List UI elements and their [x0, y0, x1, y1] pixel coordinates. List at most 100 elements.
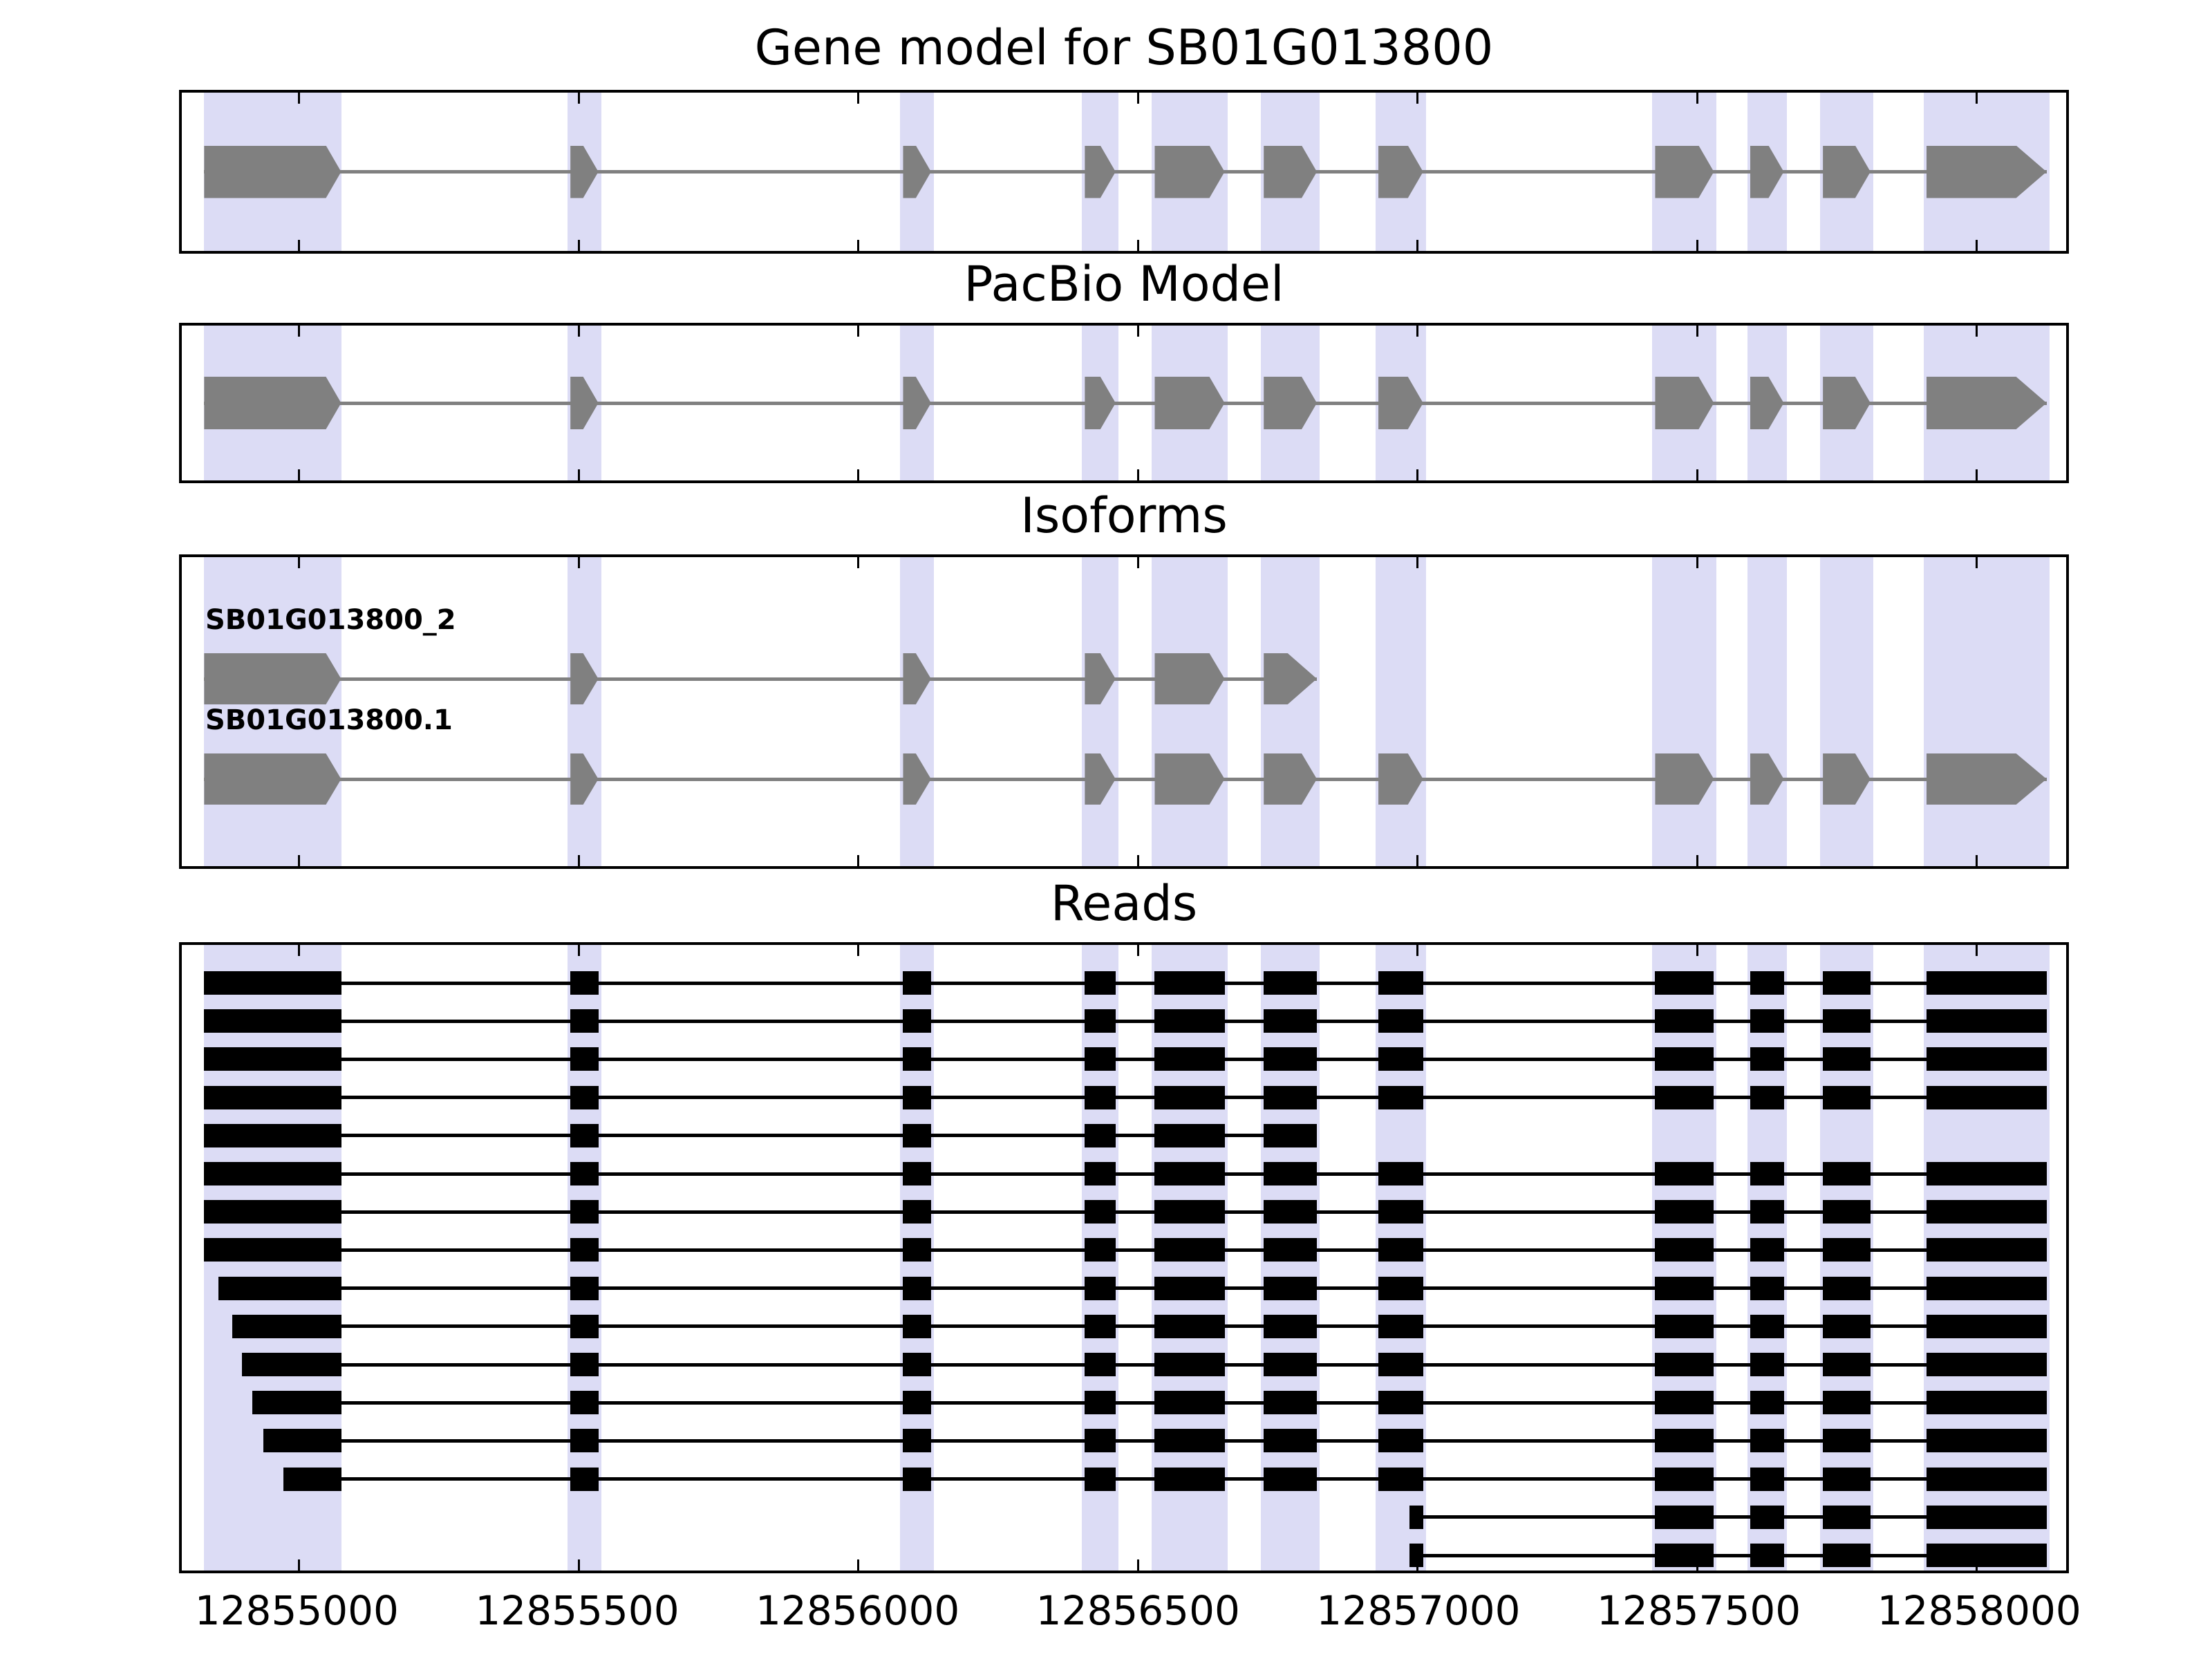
exon-block	[204, 753, 341, 805]
read-exon-block	[1655, 1085, 1714, 1109]
read-exon-block	[218, 1276, 341, 1300]
read-exon-block	[1926, 1467, 2047, 1491]
read-exon-block	[1085, 1200, 1116, 1224]
read-exon-block	[1378, 1009, 1423, 1033]
exon-highlight-band	[1082, 557, 1118, 866]
axis-tick-mark	[298, 855, 301, 866]
axis-tick-mark	[1416, 93, 1419, 104]
read-exon-block	[1154, 1123, 1225, 1147]
x-axis-tick-label: 12858000	[1877, 1587, 2081, 1634]
read-exon-block	[1823, 1238, 1871, 1262]
read-exon-block	[1154, 1238, 1225, 1262]
read-exon-block	[1823, 1505, 1871, 1529]
read-exon-block	[1264, 1314, 1318, 1338]
read-exon-block	[1823, 971, 1871, 995]
isoform-label: SB01G013800.1	[205, 704, 453, 736]
read-exon-block	[242, 1353, 341, 1376]
read-exon-block	[1085, 1314, 1116, 1338]
read-exon-block	[1655, 1353, 1714, 1376]
read-exon-block	[570, 1391, 599, 1415]
read-exon-block	[1378, 1200, 1423, 1224]
read-exon-block	[1085, 1162, 1116, 1185]
read-exon-block	[1085, 1238, 1116, 1262]
read-exon-block	[1655, 1544, 1714, 1567]
axis-tick-mark	[298, 557, 301, 568]
read-exon-block	[1154, 1391, 1225, 1415]
axis-tick-mark	[1416, 557, 1419, 568]
read-exon-block	[1823, 1200, 1871, 1224]
read-exon-block	[1823, 1544, 1871, 1567]
axis-tick-mark	[1976, 557, 1978, 568]
axis-tick-mark	[857, 326, 860, 337]
read-exon-block	[570, 1009, 599, 1033]
axis-tick-mark	[1136, 855, 1139, 866]
read-exon-block	[1750, 1429, 1784, 1453]
read-exon-block	[1085, 1391, 1116, 1415]
x-axis-tick-label: 12855500	[475, 1587, 679, 1634]
read-exon-block	[1085, 1276, 1116, 1300]
axis-tick-mark	[298, 945, 301, 956]
read-exon-block	[204, 1009, 341, 1033]
axis-tick-mark	[577, 945, 580, 956]
read-exon-block	[1085, 1123, 1116, 1147]
axis-tick-mark	[857, 469, 860, 480]
read-exon-block	[903, 1353, 931, 1376]
read-exon-block	[1154, 1314, 1225, 1338]
read-exon-block	[1655, 1009, 1714, 1033]
axis-tick-mark	[1696, 240, 1698, 251]
x-axis-tick-label: 12857000	[1316, 1587, 1521, 1634]
read-line	[1409, 1515, 2047, 1519]
read-exon-block	[1750, 1162, 1784, 1185]
axis-tick-mark	[1696, 469, 1698, 480]
axis-tick-mark	[577, 93, 580, 104]
read-exon-block	[1378, 1238, 1423, 1262]
exon-highlight-band	[568, 557, 601, 866]
read-exon-block	[570, 1238, 599, 1262]
read-exon-block	[1926, 1314, 2047, 1338]
axis-tick-mark	[1976, 240, 1978, 251]
read-exon-block	[1823, 1429, 1871, 1453]
read-exon-block	[1655, 1391, 1714, 1415]
pacbio-track-panel	[179, 323, 2069, 483]
axis-tick-mark	[298, 93, 301, 104]
read-exon-block	[1154, 1009, 1225, 1033]
read-exon-block	[570, 1085, 599, 1109]
read-exon-block	[903, 971, 931, 995]
axis-tick-mark	[298, 240, 301, 251]
exon-block	[204, 377, 341, 429]
read-exon-block	[1655, 1467, 1714, 1491]
read-exon-block	[1926, 1505, 2047, 1529]
read-exon-block	[252, 1391, 341, 1415]
read-exon-block	[1655, 1314, 1714, 1338]
read-exon-block	[1264, 1009, 1318, 1033]
axis-tick-mark	[1136, 1559, 1139, 1571]
read-exon-block	[1655, 1047, 1714, 1071]
read-exon-block	[1750, 1085, 1784, 1109]
exon-highlight-band	[1820, 557, 1873, 866]
read-exon-block	[1264, 1391, 1318, 1415]
x-axis-tick-label: 12856500	[1035, 1587, 1240, 1634]
read-exon-block	[1655, 1505, 1714, 1529]
read-exon-block	[1085, 1047, 1116, 1071]
read-exon-block	[1378, 1353, 1423, 1376]
read-exon-block	[1154, 1467, 1225, 1491]
axis-tick-mark	[1976, 855, 1978, 866]
read-exon-block	[1750, 1009, 1784, 1033]
read-exon-block	[204, 1200, 341, 1224]
axis-tick-mark	[857, 945, 860, 956]
read-exon-block	[1750, 1200, 1784, 1224]
read-exon-block	[570, 1314, 599, 1338]
read-exon-block	[570, 1276, 599, 1300]
read-exon-block	[204, 1085, 341, 1109]
read-line	[232, 1324, 2047, 1329]
read-exon-block	[1264, 1467, 1318, 1491]
read-exon-block	[570, 1429, 599, 1453]
read-exon-block	[903, 1200, 931, 1224]
axis-tick-mark	[1696, 945, 1698, 956]
x-axis-tick-labels: 12855000 12855500 12856000 12856500 12857000…	[179, 1587, 2081, 1642]
axis-tick-mark	[298, 1559, 301, 1571]
read-exon-block	[1655, 1429, 1714, 1453]
read-exon-block	[1926, 1544, 2047, 1567]
read-exon-block	[1085, 1353, 1116, 1376]
exon-block	[204, 653, 341, 704]
